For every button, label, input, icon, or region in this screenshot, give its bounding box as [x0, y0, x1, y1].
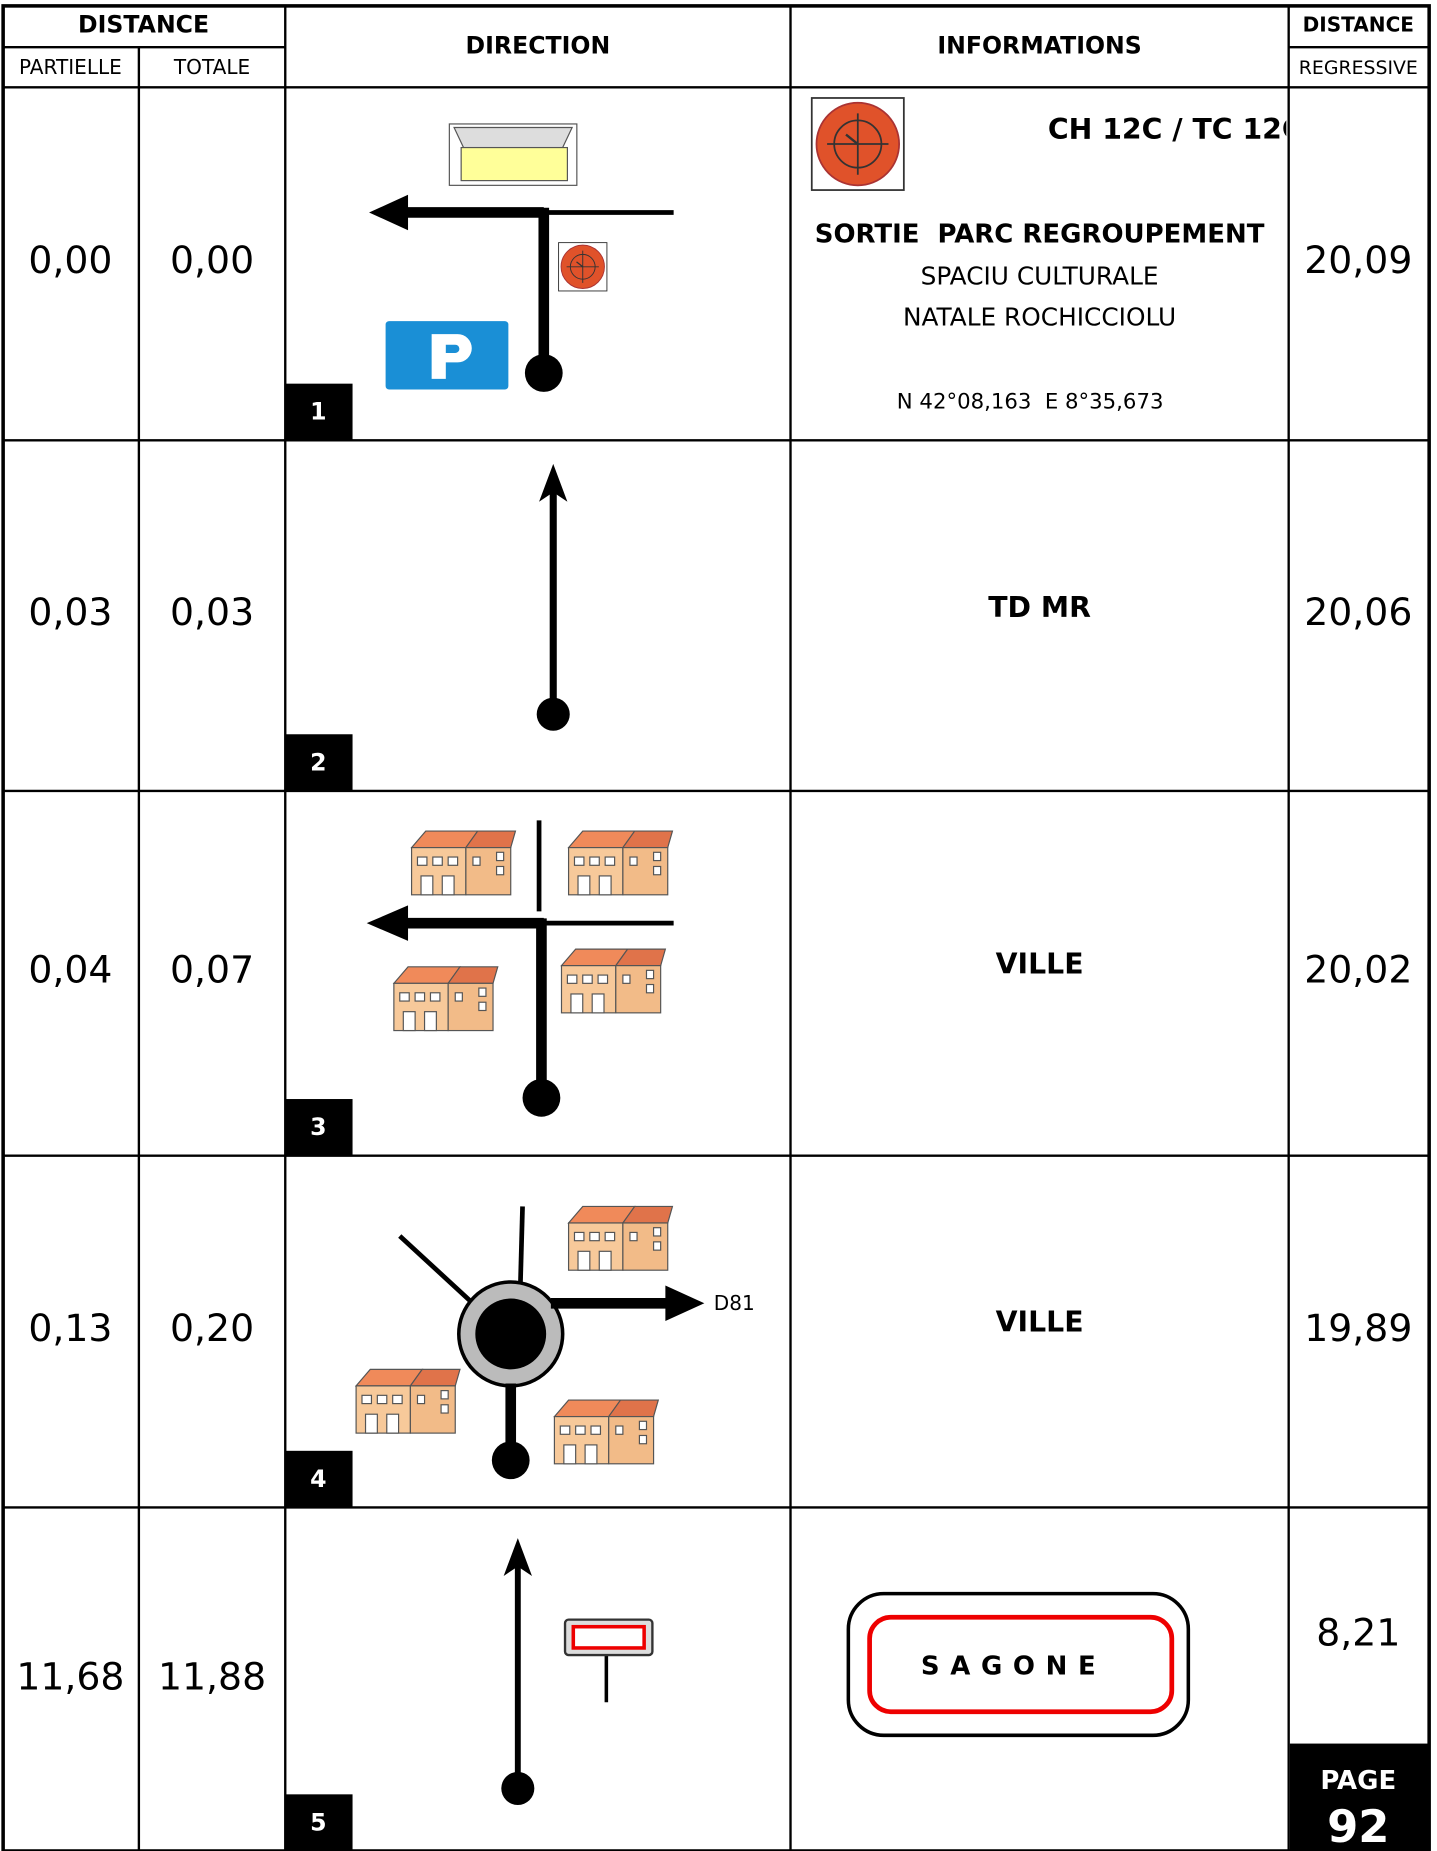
info-line: TD MR — [988, 591, 1091, 624]
distance-partielle: 0,13 — [28, 1306, 112, 1350]
diagram-4: D81 — [355, 1205, 755, 1480]
info-line: VILLE — [996, 1305, 1084, 1338]
road-label: D81 — [714, 1291, 755, 1315]
header-totale: TOTALE — [173, 55, 250, 79]
step-box — [285, 383, 353, 441]
header-distance-right: DISTANCE — [1303, 12, 1414, 36]
header-informations: INFORMATIONS — [937, 32, 1141, 60]
distance-partielle: 11,68 — [16, 1655, 124, 1699]
road — [517, 1206, 525, 1293]
building-icon — [560, 948, 666, 1014]
distance-totale: 0,03 — [170, 590, 254, 634]
header-regressive: REGRESSIVE — [1299, 57, 1418, 79]
step-box — [285, 1794, 353, 1851]
page-box — [1289, 1743, 1430, 1851]
town-sign-border — [867, 1614, 1175, 1715]
town-name: SAGONE — [921, 1651, 1106, 1681]
diagram-3 — [366, 820, 674, 1117]
step-number: 2 — [310, 748, 326, 776]
page-number: 92 — [1327, 1800, 1389, 1851]
distance-regressive: 19,89 — [1304, 1306, 1412, 1350]
road — [398, 1234, 477, 1308]
distance-regressive: 8,21 — [1316, 1610, 1400, 1654]
start-dot — [491, 1441, 530, 1480]
building-icon — [567, 830, 674, 896]
step-number: 3 — [310, 1113, 326, 1141]
roof — [453, 126, 574, 149]
parking-letter — [431, 334, 472, 379]
roundabout-island — [475, 1298, 547, 1370]
diagram-2 — [536, 463, 570, 731]
info-line: SORTIE PARC REGROUPEMENT — [815, 219, 1265, 249]
step-box — [285, 734, 353, 791]
distance-partielle: 0,00 — [28, 238, 112, 282]
building-icon — [355, 1368, 461, 1434]
control-label: CH 12C / TC 12C — [1048, 113, 1303, 146]
step-number: 1 — [310, 398, 326, 426]
building-icon — [393, 966, 499, 1032]
distance-partielle: 0,04 — [28, 948, 112, 992]
control-icon — [557, 241, 608, 292]
distance-partielle: 0,03 — [28, 590, 112, 634]
town-sign-icon-inner — [571, 1624, 646, 1650]
distance-regressive: 20,06 — [1304, 590, 1412, 634]
start-dot — [522, 1078, 561, 1117]
start-dot — [501, 1771, 535, 1805]
start-dot — [536, 697, 570, 731]
building-icon — [567, 1205, 674, 1271]
arrow-head — [369, 194, 409, 231]
table-border — [1, 4, 1431, 1851]
arrow-head — [503, 1538, 532, 1576]
info-1: CH 12C / TC 12C SORTIE PARC REGROUPEMENT… — [810, 96, 1303, 415]
gps: N 42°08,163 E 8°35,673 — [897, 390, 1164, 415]
info-line: NATALE ROCHICCIOLU — [903, 303, 1176, 332]
diagram-1 — [369, 123, 674, 392]
step-number: 4 — [310, 1465, 326, 1493]
building-icon — [410, 830, 517, 896]
control-icon — [810, 96, 906, 192]
header-distance: DISTANCE — [78, 10, 209, 38]
distance-totale: 0,07 — [170, 948, 254, 992]
info-5: SAGONE — [846, 1591, 1191, 1738]
page-label: PAGE — [1320, 1766, 1396, 1796]
info-line: VILLE — [996, 948, 1084, 981]
arrow-head — [665, 1285, 705, 1321]
table-grid — [1, 4, 1431, 1851]
building-icon — [553, 1399, 659, 1465]
town-sign — [846, 1591, 1191, 1738]
step-box — [285, 1450, 353, 1508]
header-partielle: PARTIELLE — [19, 55, 122, 79]
distance-regressive: 20,09 — [1304, 238, 1412, 282]
start-dot — [524, 354, 563, 392]
distance-totale: 0,20 — [170, 1306, 254, 1350]
arrow-head — [539, 463, 568, 502]
row-cells: 0,00 0,00 20,09 1 0,03 0,03 20,06 2 0,04 0,07 20,0… — [16, 238, 1412, 1851]
header: DISTANCE PARTIELLE TOTALE DIRECTION INFO… — [19, 10, 1418, 78]
step-box — [285, 1099, 353, 1156]
distance-totale: 11,88 — [158, 1655, 266, 1699]
facade — [460, 146, 568, 182]
arrow-head — [366, 905, 409, 941]
step-number: 5 — [310, 1808, 326, 1836]
header-direction: DIRECTION — [466, 32, 611, 60]
diagram-5 — [501, 1538, 654, 1805]
info-line: SPACIU CULTURALE — [921, 261, 1159, 290]
distance-totale: 0,00 — [170, 238, 254, 282]
distance-regressive: 20,02 — [1304, 948, 1412, 992]
